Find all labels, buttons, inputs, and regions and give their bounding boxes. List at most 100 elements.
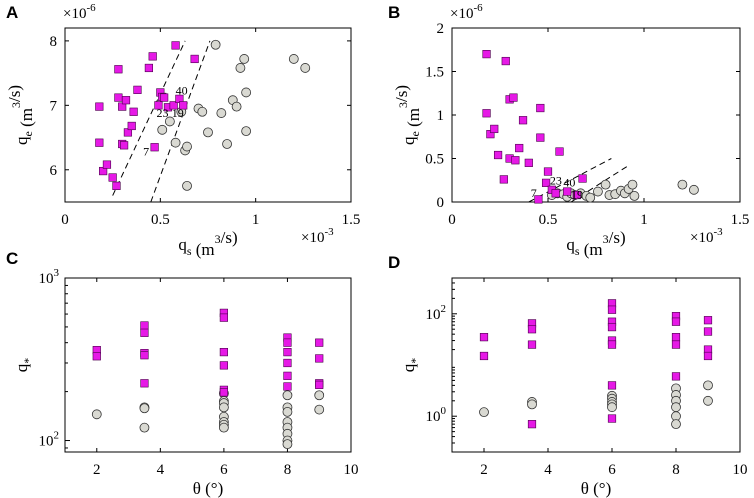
square-marker [671, 372, 681, 381]
circle-marker [139, 422, 150, 433]
circle-marker [91, 409, 102, 420]
x-tick-label: 4 [157, 462, 165, 478]
circle-marker [203, 127, 213, 138]
square-marker [160, 93, 169, 102]
square-marker [179, 101, 188, 110]
square-marker [219, 388, 228, 397]
square-marker [518, 116, 528, 125]
y-exponent-label: ×10-6 [63, 2, 96, 22]
point-annotation: 19 [571, 188, 583, 202]
square-marker [140, 321, 149, 330]
circle-marker [300, 63, 311, 73]
square-marker [140, 351, 149, 360]
square-marker [283, 358, 292, 368]
square-marker [509, 93, 518, 102]
square-marker [283, 338, 292, 347]
x-tick-label: 0.5 [151, 212, 170, 228]
y-tick-label: 0 [437, 195, 445, 211]
square-marker [150, 143, 159, 152]
panel-label: D [388, 253, 400, 272]
circle-marker [677, 179, 688, 190]
y-tick-label: 0.5 [425, 152, 444, 168]
square-marker [524, 158, 533, 167]
circle-marker [182, 180, 192, 191]
circle-marker [216, 108, 227, 118]
axes-box [451, 27, 741, 203]
y-tick-label: 103 [39, 267, 60, 287]
y-axis-label: q* [12, 358, 35, 373]
circle-marker [703, 380, 713, 391]
square-marker [578, 174, 587, 183]
circle-marker [600, 179, 611, 190]
square-marker [148, 52, 157, 61]
square-marker [607, 322, 617, 332]
y-tick-label: 7 [50, 98, 58, 114]
square-marker [154, 101, 163, 110]
x-tick-label: 0.5 [539, 212, 558, 228]
square-marker [572, 190, 581, 200]
square-marker [283, 371, 292, 380]
circle-marker [593, 186, 603, 197]
x-tick-label: 2 [480, 462, 488, 478]
square-marker [127, 121, 136, 131]
square-marker [190, 54, 199, 64]
x-axis-label: qs (m3/s) [566, 228, 625, 259]
point-annotation: 40 [563, 175, 575, 189]
square-marker [541, 178, 551, 187]
square-marker [95, 138, 104, 147]
y-tick-label: 1.5 [425, 65, 444, 81]
square-marker [92, 352, 101, 361]
x-tick-label: 1.5 [731, 212, 750, 228]
circle-marker [170, 137, 181, 148]
circle-marker [479, 407, 489, 418]
x-tick-label: 6 [220, 462, 228, 478]
y-tick-label: 102 [426, 303, 447, 323]
square-marker [551, 189, 560, 198]
square-marker [536, 103, 545, 113]
square-marker [133, 85, 142, 94]
y-exponent-label: ×10-6 [450, 2, 483, 22]
square-marker [315, 338, 324, 347]
y-tick-label: 2 [437, 21, 445, 37]
axes-box [64, 27, 352, 203]
square-marker [283, 348, 292, 357]
circle-marker [182, 141, 192, 152]
square-marker [703, 327, 713, 336]
circle-marker [241, 126, 252, 137]
square-marker [479, 333, 489, 342]
square-marker [120, 141, 129, 150]
circle-marker [314, 390, 325, 401]
square-marker [140, 379, 149, 388]
circle-marker [282, 390, 293, 401]
x-tick-label: 4 [544, 462, 552, 478]
square-marker [501, 56, 510, 66]
point-annotation: 7 [143, 145, 149, 159]
square-marker [479, 351, 489, 361]
x-tick-label: 0 [61, 212, 69, 228]
square-marker [499, 175, 508, 184]
square-marker [536, 133, 545, 142]
x-tick-label: 0 [448, 212, 456, 228]
square-marker [543, 167, 553, 176]
dashed-boundary-line [150, 40, 211, 203]
square-marker [114, 65, 123, 74]
y-tick-label: 6 [50, 163, 58, 179]
circle-marker [218, 402, 229, 413]
panel-a: A 0 0.5 1 1.5 6 7 8 ×10-6 ×10-3 qs (m3/s) qe (m3/s)… [5, 2, 360, 259]
x-tick-label: 10 [344, 462, 359, 478]
square-marker [219, 348, 228, 357]
panel-d: D 2 4 6 8 10 100 102 θ (°) q* [388, 253, 748, 498]
square-marker [607, 340, 617, 349]
x-tick-label: 10 [733, 462, 748, 478]
square-marker [283, 382, 292, 391]
axes-box [451, 277, 741, 453]
x-tick-label: 1 [640, 212, 648, 228]
square-marker [511, 156, 520, 165]
circle-marker [210, 39, 221, 50]
square-marker [315, 380, 324, 389]
circle-marker [703, 395, 713, 406]
circle-marker [607, 402, 617, 413]
square-marker [555, 147, 564, 156]
square-marker [527, 340, 537, 349]
square-marker [169, 101, 178, 110]
